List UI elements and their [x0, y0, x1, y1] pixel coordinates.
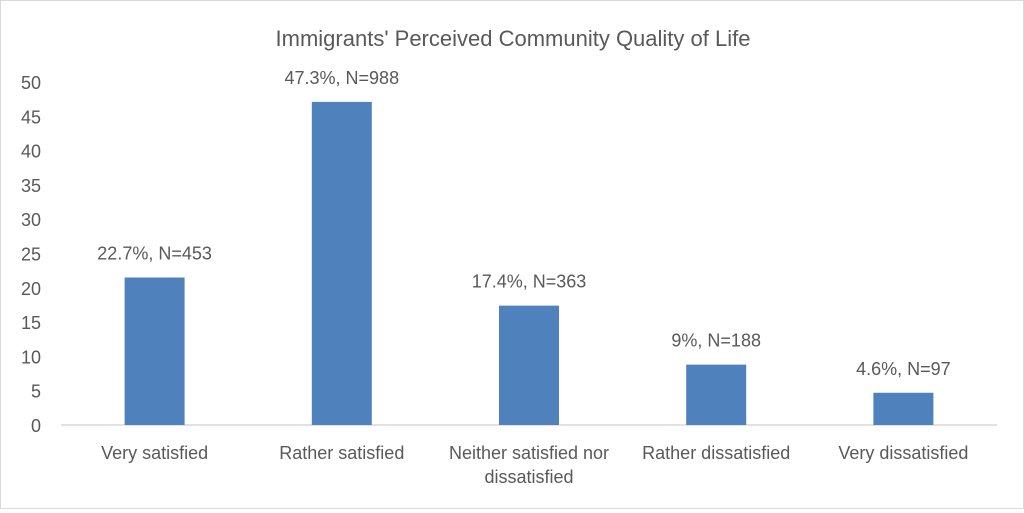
y-tick-label: 35	[21, 176, 41, 196]
y-tick-label: 10	[21, 347, 41, 367]
bar	[499, 305, 559, 425]
data-labels: 22.7%, N=453 47.3%, N=988 17.4%, N=363 9%, …	[97, 68, 950, 379]
bar	[686, 364, 747, 425]
y-tick-label: 20	[21, 279, 41, 299]
data-label: 17.4%, N=363	[472, 272, 587, 292]
data-label: 22.7%, N=453	[97, 244, 212, 264]
chart-title: Immigrants' Perceived Community Quality …	[276, 26, 751, 51]
bars	[124, 101, 934, 426]
y-tick-label: 15	[21, 313, 41, 333]
y-tick-label: 50	[21, 73, 41, 93]
x-tick-label: Rather dissatisfied	[642, 443, 790, 463]
bar	[124, 277, 185, 425]
bar	[311, 101, 372, 426]
bar	[873, 392, 934, 425]
x-tick-label: Very dissatisfied	[838, 443, 968, 463]
data-label: 4.6%, N=97	[856, 359, 951, 379]
y-tick-label: 30	[21, 210, 41, 230]
y-tick-label: 25	[21, 245, 41, 265]
x-tick-label: Neither satisfied nor	[449, 443, 609, 463]
x-axis: Very satisfied Rather satisfied Neither sa…	[101, 443, 968, 487]
data-label: 47.3%, N=988	[285, 68, 400, 88]
y-tick-label: 45	[21, 107, 41, 127]
y-tick-label: 5	[31, 382, 41, 402]
x-tick-label: Rather satisfied	[279, 443, 404, 463]
y-tick-label: 40	[21, 142, 41, 162]
x-tick-label: Very satisfied	[101, 443, 208, 463]
data-label: 9%, N=188	[671, 331, 761, 351]
y-axis: 0 5 10 15 20 25 30 35 40 45 50	[21, 73, 41, 436]
y-tick-label: 0	[31, 416, 41, 436]
x-tick-label: dissatisfied	[484, 467, 573, 487]
